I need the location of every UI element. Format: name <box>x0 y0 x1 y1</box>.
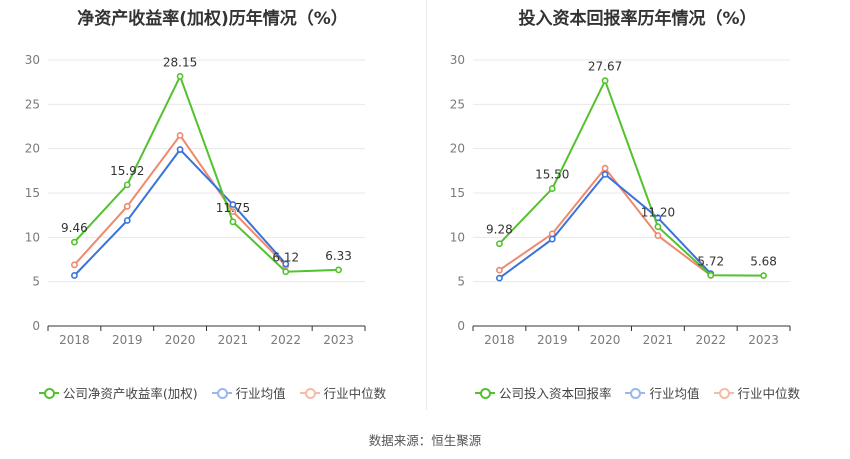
y-tick-label: 10 <box>450 230 465 244</box>
chart-panel-roe: 净资产收益率(加权)历年情况（%） 0 5 10 15 20 25 30 2018 2019 20… <box>0 0 425 410</box>
y-tick-label: 5 <box>32 275 40 289</box>
y-tick-label: 25 <box>450 97 465 111</box>
legend-marker-icon <box>38 387 59 399</box>
x-tick-label: 2022 <box>270 333 301 347</box>
data-point-avg <box>71 272 78 279</box>
data-label: 9.28 <box>486 223 513 237</box>
legend-marker-icon <box>713 387 734 399</box>
data-point-company <box>654 223 662 231</box>
y-tick-label: 30 <box>450 53 465 67</box>
legend-label: 行业均值 <box>649 386 700 401</box>
series-line-avg <box>73 148 287 277</box>
data-label: 5.68 <box>750 255 777 269</box>
data-source-note: 数据来源：恒生聚源 <box>368 433 482 448</box>
data-point-company <box>176 73 184 80</box>
y-tick-label: 10 <box>25 230 40 244</box>
data-point-avg <box>123 217 131 224</box>
data-point-company <box>707 271 715 279</box>
legend-item-company[interactable]: 公司投入资本回报率 <box>474 383 612 402</box>
legend-marker-icon <box>299 387 320 399</box>
data-point-median <box>601 164 609 172</box>
legend-label: 公司净资产收益率(加权) <box>62 386 198 401</box>
series-line-avg <box>498 172 712 279</box>
y-tick-label: 20 <box>450 142 465 156</box>
data-point-company <box>71 238 78 246</box>
data-point-avg <box>282 260 290 268</box>
data-point-company <box>335 266 342 274</box>
legend-item-median[interactable]: 行业中位数 <box>713 383 801 402</box>
legend-marker-icon <box>211 387 232 399</box>
data-point-median <box>654 232 662 239</box>
data-label: 11.20 <box>641 206 675 220</box>
data-point-company <box>760 272 767 280</box>
panel-divider <box>426 0 427 410</box>
data-point-company <box>229 218 237 226</box>
data-point-avg <box>496 274 503 282</box>
legend-item-company[interactable]: 公司净资产收益率(加权) <box>38 383 198 402</box>
series-line-median <box>73 133 287 267</box>
x-tick-label: 2022 <box>695 333 726 347</box>
data-point-median <box>176 131 184 139</box>
y-tick-label: 0 <box>457 319 465 333</box>
chart-panel-roic: 投入资本回报率历年情况（%） 0 5 10 15 20 25 30 2018 2019 2020 2… <box>425 0 850 410</box>
data-point-median <box>229 208 237 216</box>
legend: 公司净资产收益率(加权) 行业均值 行业中位数 <box>0 383 425 402</box>
data-label: 27.67 <box>588 60 622 74</box>
x-tick-label: 2018 <box>59 333 90 347</box>
data-label: 11.75 <box>216 201 250 215</box>
data-label: 6.33 <box>325 249 352 263</box>
data-point-company <box>548 185 556 192</box>
data-point-median <box>71 261 78 269</box>
data-point-avg <box>601 170 609 178</box>
legend-label: 行业中位数 <box>737 386 801 401</box>
series-line-company <box>498 78 764 277</box>
data-point-company <box>601 77 609 85</box>
legend-item-avg[interactable]: 行业均值 <box>625 383 700 402</box>
chart-title: 投入资本回报率历年情况（%） <box>518 9 757 29</box>
x-tick-label: 2019 <box>112 333 143 347</box>
y-tick-label: 5 <box>457 275 465 289</box>
data-point-avg <box>176 146 184 153</box>
data-point-avg <box>548 235 556 243</box>
data-point-median <box>123 202 131 210</box>
y-tick-label: 15 <box>25 186 40 200</box>
series-line-median <box>498 166 712 277</box>
data-label: 5.72 <box>697 254 724 268</box>
legend-label: 行业均值 <box>235 386 286 401</box>
legend: 公司投入资本回报率 行业均值 行业中位数 <box>425 383 850 402</box>
legend-marker-icon <box>625 387 646 399</box>
x-tick-label: 2021 <box>218 333 249 347</box>
x-tick-label: 2020 <box>590 333 621 347</box>
chart-title: 净资产收益率(加权)历年情况（%） <box>77 9 348 29</box>
y-tick-label: 15 <box>450 186 465 200</box>
x-tick-label: 2023 <box>323 333 354 347</box>
data-label: 6.12 <box>272 251 299 265</box>
legend-marker-icon <box>474 387 495 399</box>
legend-label: 公司投入资本回报率 <box>498 386 612 401</box>
data-point-avg <box>229 201 237 208</box>
x-tick-label: 2019 <box>537 333 568 347</box>
data-label: 28.15 <box>163 55 197 69</box>
x-tick-label: 2020 <box>165 333 196 347</box>
x-tick-label: 2018 <box>484 333 515 347</box>
legend-item-median[interactable]: 行业中位数 <box>299 383 387 402</box>
x-tick-label: 2023 <box>748 333 779 347</box>
y-tick-label: 0 <box>32 319 40 333</box>
data-label: 15.92 <box>110 164 144 178</box>
data-point-company <box>123 181 131 189</box>
x-tick-label: 2021 <box>643 333 674 347</box>
legend-label: 行业中位数 <box>323 386 387 401</box>
data-point-company <box>282 268 290 276</box>
line-chart-roic: 0 5 10 15 20 25 30 2018 2019 2020 2021 2022 2023 9.28… <box>450 53 791 347</box>
series-line-company <box>73 73 339 273</box>
y-tick-label: 20 <box>25 142 40 156</box>
data-label: 15.50 <box>535 168 569 182</box>
data-point-median <box>496 266 503 274</box>
line-chart-roe: 0 5 10 15 20 25 30 2018 2019 2020 2021 2022 2023 9.46… <box>25 53 366 347</box>
legend-item-avg[interactable]: 行业均值 <box>211 383 286 402</box>
y-tick-label: 30 <box>25 53 40 67</box>
y-tick-label: 25 <box>25 97 40 111</box>
data-label: 9.46 <box>61 221 88 235</box>
data-point-company <box>496 240 503 248</box>
